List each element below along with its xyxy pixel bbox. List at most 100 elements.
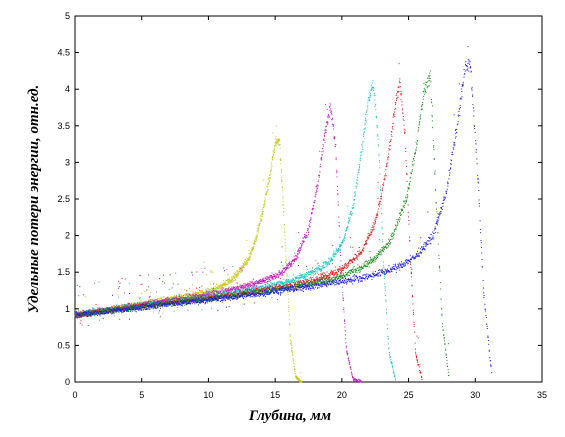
data-point: [222, 287, 224, 289]
data-point: [314, 271, 316, 273]
data-point: [254, 241, 256, 243]
data-point: [258, 282, 260, 284]
data-point: [320, 157, 322, 159]
data-point: [275, 276, 277, 278]
data-point: [126, 305, 128, 307]
data-point: [220, 287, 222, 289]
data-point: [301, 380, 303, 382]
data-point: [391, 363, 393, 365]
data-point: [203, 301, 205, 303]
data-point: [351, 207, 353, 209]
data-point: [177, 299, 179, 301]
data-point: [291, 347, 293, 349]
data-point: [290, 263, 292, 265]
data-point: [327, 261, 329, 263]
data-point: [216, 292, 218, 294]
data-point: [249, 255, 251, 257]
data-point: [312, 270, 314, 272]
data-point: [81, 311, 83, 313]
data-point: [250, 284, 252, 286]
data-point: [301, 382, 303, 383]
data-point: [277, 141, 279, 143]
data-point: [375, 116, 377, 118]
data-point: [243, 283, 245, 285]
data-point: [394, 378, 396, 380]
data-point: [376, 125, 378, 126]
data-point: [357, 382, 359, 383]
data-point: [138, 301, 140, 303]
data-point: [394, 374, 396, 376]
data-point: [204, 291, 206, 293]
data-point: [272, 276, 274, 278]
data-point: [243, 263, 245, 265]
data-point: [171, 298, 173, 300]
data-point: [258, 281, 260, 282]
data-point: [294, 368, 296, 370]
data-point: [259, 279, 261, 281]
data-point: [370, 96, 372, 98]
data-point: [389, 355, 391, 357]
data-point: [284, 231, 286, 233]
data-point: [241, 291, 243, 293]
data-point: [255, 238, 257, 240]
data-point: [101, 308, 103, 310]
data-point: [130, 305, 132, 307]
data-point: [150, 301, 152, 302]
data-point: [233, 290, 235, 292]
data-point: [274, 145, 276, 147]
data-point: [214, 294, 216, 296]
data-point: [288, 306, 290, 308]
data-point: [288, 322, 290, 324]
data-point: [275, 141, 277, 143]
data-point: [357, 380, 359, 382]
data-point: [252, 285, 254, 287]
data-point: [309, 221, 311, 223]
data-point: [293, 280, 295, 282]
data-point: [274, 274, 276, 276]
data-point: [259, 217, 261, 219]
data-point: [260, 219, 262, 221]
data-point: [260, 287, 262, 289]
data-point: [298, 251, 300, 253]
data-point: [200, 294, 202, 296]
data-point: [182, 303, 184, 305]
data-point: [206, 291, 208, 293]
data-point: [227, 274, 229, 276]
data-point: [267, 189, 269, 191]
data-point: [244, 261, 246, 263]
data-point: [118, 306, 120, 308]
data-point: [142, 301, 144, 303]
data-point: [184, 294, 186, 296]
data-point: [325, 266, 327, 268]
data-point: [253, 282, 255, 284]
data-point: [234, 291, 236, 293]
data-point: [318, 175, 320, 177]
data-point: [362, 134, 364, 136]
data-point: [361, 382, 363, 383]
data-point: [380, 195, 382, 197]
data-point: [308, 228, 309, 230]
data-point: [328, 262, 330, 264]
data-point: [288, 319, 290, 321]
data-point: [294, 258, 296, 260]
data-point: [223, 290, 225, 292]
data-point: [286, 260, 288, 262]
data-point: [346, 350, 348, 352]
data-point: [337, 194, 339, 196]
data-point: [357, 380, 359, 382]
data-point: [373, 88, 375, 90]
data-point: [111, 310, 113, 312]
data-point: [136, 306, 138, 308]
data-point: [343, 236, 345, 238]
data-point: [144, 307, 146, 309]
data-point: [145, 305, 147, 307]
data-point: [338, 248, 340, 250]
data-point: [386, 311, 387, 313]
data-point: [263, 204, 265, 206]
data-point: [225, 283, 227, 285]
data-point: [110, 308, 112, 310]
data-point: [206, 274, 208, 276]
data-point: [258, 223, 260, 225]
data-point: [219, 287, 221, 289]
data-point: [214, 291, 216, 293]
